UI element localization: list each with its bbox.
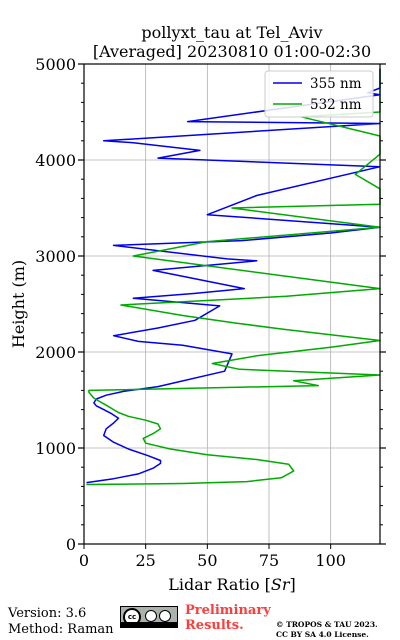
x-tick-label: 25	[135, 551, 155, 570]
license-strip	[121, 622, 177, 627]
x-axis-label: Lidar Ratio [Sr]	[168, 575, 296, 594]
y-tick-label: 0	[66, 535, 76, 554]
series-line-1	[86, 68, 381, 486]
x-tick-label: 50	[197, 551, 217, 570]
version-text: Version: 3.6	[8, 606, 87, 621]
cc-license-logo: cc	[120, 606, 178, 628]
sa-icon	[159, 610, 171, 622]
copyright-line1: © TROPOS & TAU 2023.	[276, 620, 378, 629]
x-axis-label-prefix: Lidar Ratio [	[168, 575, 271, 594]
x-tick-label: 100	[315, 551, 346, 570]
x-tick-label: 75	[259, 551, 279, 570]
y-tick-label: 2000	[35, 343, 76, 362]
y-tick-label: 5000	[35, 55, 76, 74]
x-axis-label-suffix: ]	[290, 575, 296, 594]
chart-title-line1: pollyxt_tau at Tel_Aviv	[141, 23, 322, 42]
y-axis-label: Height (m)	[9, 260, 28, 348]
series-lines	[86, 68, 381, 486]
series-line-0	[86, 68, 381, 484]
x-axis-label-unit: Sr	[271, 575, 291, 594]
legend: 355 nm 532 nm	[264, 70, 374, 118]
copyright-line2: CC BY SA 4.0 License.	[276, 630, 369, 639]
y-tick-label: 1000	[35, 439, 76, 458]
axes-frame	[83, 63, 381, 545]
x-tick-label: 0	[79, 551, 89, 570]
legend-label-355: 355 nm	[310, 76, 362, 92]
copyright-text: © TROPOS & TAU 2023. CC BY SA 4.0 Licens…	[276, 620, 396, 640]
legend-label-532: 532 nm	[310, 97, 362, 113]
method-text: Method: Raman	[8, 622, 114, 637]
y-tick-label: 3000	[35, 247, 76, 266]
chart-title-line2: [Averaged] 20230810 01:00-02:30	[93, 42, 371, 61]
preliminary-results-text: Preliminary Results.	[185, 603, 271, 633]
y-tick-label: 4000	[35, 151, 76, 170]
by-icon	[145, 610, 157, 622]
